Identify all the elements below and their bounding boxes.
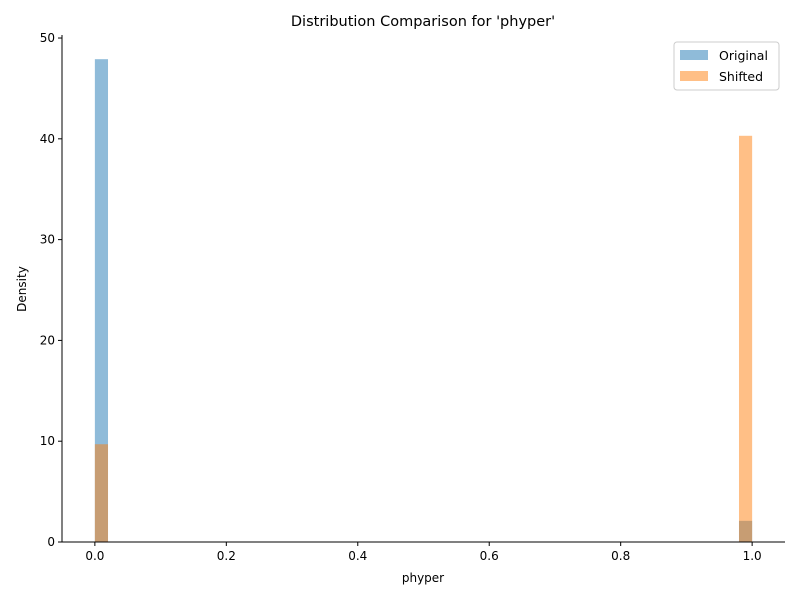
x-tick-label: 0.6 xyxy=(480,549,499,563)
legend-swatch-shifted xyxy=(680,71,708,81)
legend-label-shifted: Shifted xyxy=(719,69,763,84)
y-tick-label: 30 xyxy=(40,233,55,247)
y-tick-label: 10 xyxy=(40,434,55,448)
x-tick-label: 0.8 xyxy=(611,549,630,563)
legend-swatch-original xyxy=(680,50,708,60)
x-ticks: 0.0 0.2 0.4 0.6 0.8 1.0 xyxy=(85,542,762,563)
y-ticks: 0 10 20 30 40 50 xyxy=(40,31,62,549)
bar-shifted-0 xyxy=(94,444,109,542)
x-tick-label: 0.4 xyxy=(348,549,367,563)
x-axis-label: phyper xyxy=(402,571,444,585)
y-tick-label: 20 xyxy=(40,333,55,347)
y-tick-label: 40 xyxy=(40,132,55,146)
bar-original-0 xyxy=(94,59,109,542)
axes-layer xyxy=(61,35,785,543)
legend-label-original: Original xyxy=(719,48,768,63)
x-tick-label: 0.0 xyxy=(85,549,104,563)
x-tick-label: 0.2 xyxy=(217,549,236,563)
y-tick-label: 0 xyxy=(47,535,55,549)
y-tick-label: 50 xyxy=(40,31,55,45)
legend: Original Shifted xyxy=(673,41,780,91)
y-axis-label: Density xyxy=(15,266,29,312)
x-tick-label: 1.0 xyxy=(743,549,762,563)
bars-layer xyxy=(94,59,753,542)
bar-shifted-1 xyxy=(738,135,753,542)
chart-title: Distribution Comparison for 'phyper' xyxy=(291,14,555,30)
